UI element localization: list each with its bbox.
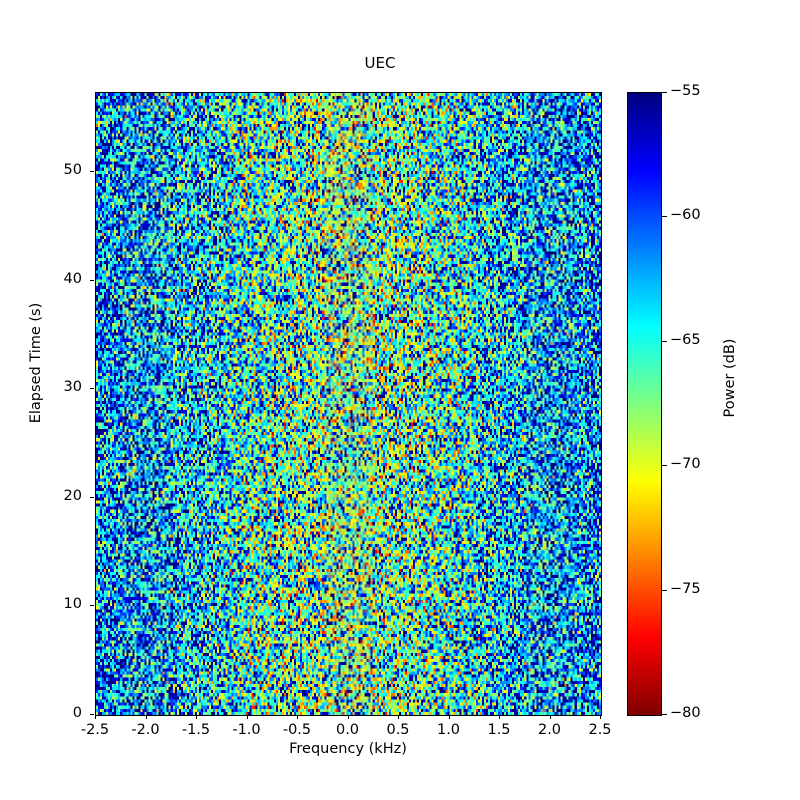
spectrogram-plot-area <box>95 92 602 716</box>
y-tick-label: 10 <box>63 596 82 613</box>
colorbar-tick <box>662 714 667 715</box>
x-tick <box>297 715 298 719</box>
y-tick-label: 30 <box>63 379 82 396</box>
y-tick <box>90 605 94 607</box>
y-axis-label: Elapsed Time (s) <box>28 302 44 424</box>
x-tick-label: 0.0 <box>335 722 360 738</box>
x-tick <box>600 715 601 719</box>
x-tick-label: -1.5 <box>181 722 211 738</box>
colorbar-tick-label: −55 <box>670 83 701 99</box>
colorbar-tick <box>662 92 667 93</box>
colorbar-tick <box>662 465 667 467</box>
x-tick <box>196 715 197 719</box>
colorbar-tick-label: −60 <box>670 207 701 224</box>
colorbar <box>627 92 662 716</box>
colorbar-tick <box>662 216 667 218</box>
x-tick <box>499 715 500 719</box>
x-tick-label: 1.0 <box>436 722 461 738</box>
y-tick <box>90 714 94 715</box>
x-tick <box>95 715 96 719</box>
colorbar-tick <box>662 340 667 342</box>
colorbar-label: Power (dB) <box>722 338 738 418</box>
y-tick <box>90 279 94 281</box>
x-tick-label: 2.5 <box>588 722 612 738</box>
y-tick-label: 40 <box>63 270 82 287</box>
spectrogram-image <box>96 93 601 715</box>
x-tick <box>448 715 450 719</box>
y-tick <box>90 388 94 390</box>
x-axis-label: Frequency (kHz) <box>289 741 407 757</box>
y-tick-label: 0 <box>72 705 82 721</box>
colorbar-tick <box>662 589 667 591</box>
x-tick-label: -0.5 <box>282 722 312 738</box>
y-tick <box>90 496 94 498</box>
x-tick <box>549 715 551 719</box>
x-tick-label: 0.5 <box>386 722 410 738</box>
x-tick <box>145 715 147 719</box>
y-tick-label: 50 <box>63 162 82 179</box>
colorbar-tick-label: −80 <box>670 705 701 721</box>
x-tick-label: -1.0 <box>232 722 261 738</box>
x-tick-label: 2.0 <box>537 722 562 738</box>
colorbar-tick-label: −70 <box>670 456 701 473</box>
y-tick <box>90 171 94 173</box>
x-tick <box>246 715 248 719</box>
x-tick <box>398 715 399 719</box>
title-line-station: UEC <box>364 54 396 72</box>
colorbar-gradient <box>628 93 661 715</box>
x-tick <box>347 715 349 719</box>
colorbar-tick-label: −65 <box>670 331 701 348</box>
x-tick-label: 1.5 <box>487 722 511 738</box>
x-tick-label: -2.5 <box>80 722 110 738</box>
colorbar-tick-label: −75 <box>670 580 701 597</box>
y-tick-label: 20 <box>63 487 82 504</box>
x-tick-label: -2.0 <box>131 722 160 738</box>
